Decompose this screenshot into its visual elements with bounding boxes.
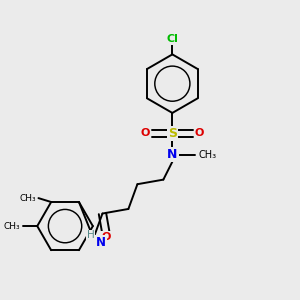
- Text: H: H: [87, 230, 94, 240]
- Text: CH₃: CH₃: [4, 222, 20, 231]
- Text: S: S: [168, 127, 177, 140]
- Text: O: O: [194, 128, 204, 138]
- Text: O: O: [101, 232, 110, 242]
- Text: CH₃: CH₃: [20, 194, 36, 202]
- Text: CH₃: CH₃: [198, 150, 217, 160]
- Text: Cl: Cl: [167, 34, 178, 44]
- Text: O: O: [141, 128, 150, 138]
- Text: N: N: [167, 148, 178, 161]
- Text: N: N: [96, 236, 106, 249]
